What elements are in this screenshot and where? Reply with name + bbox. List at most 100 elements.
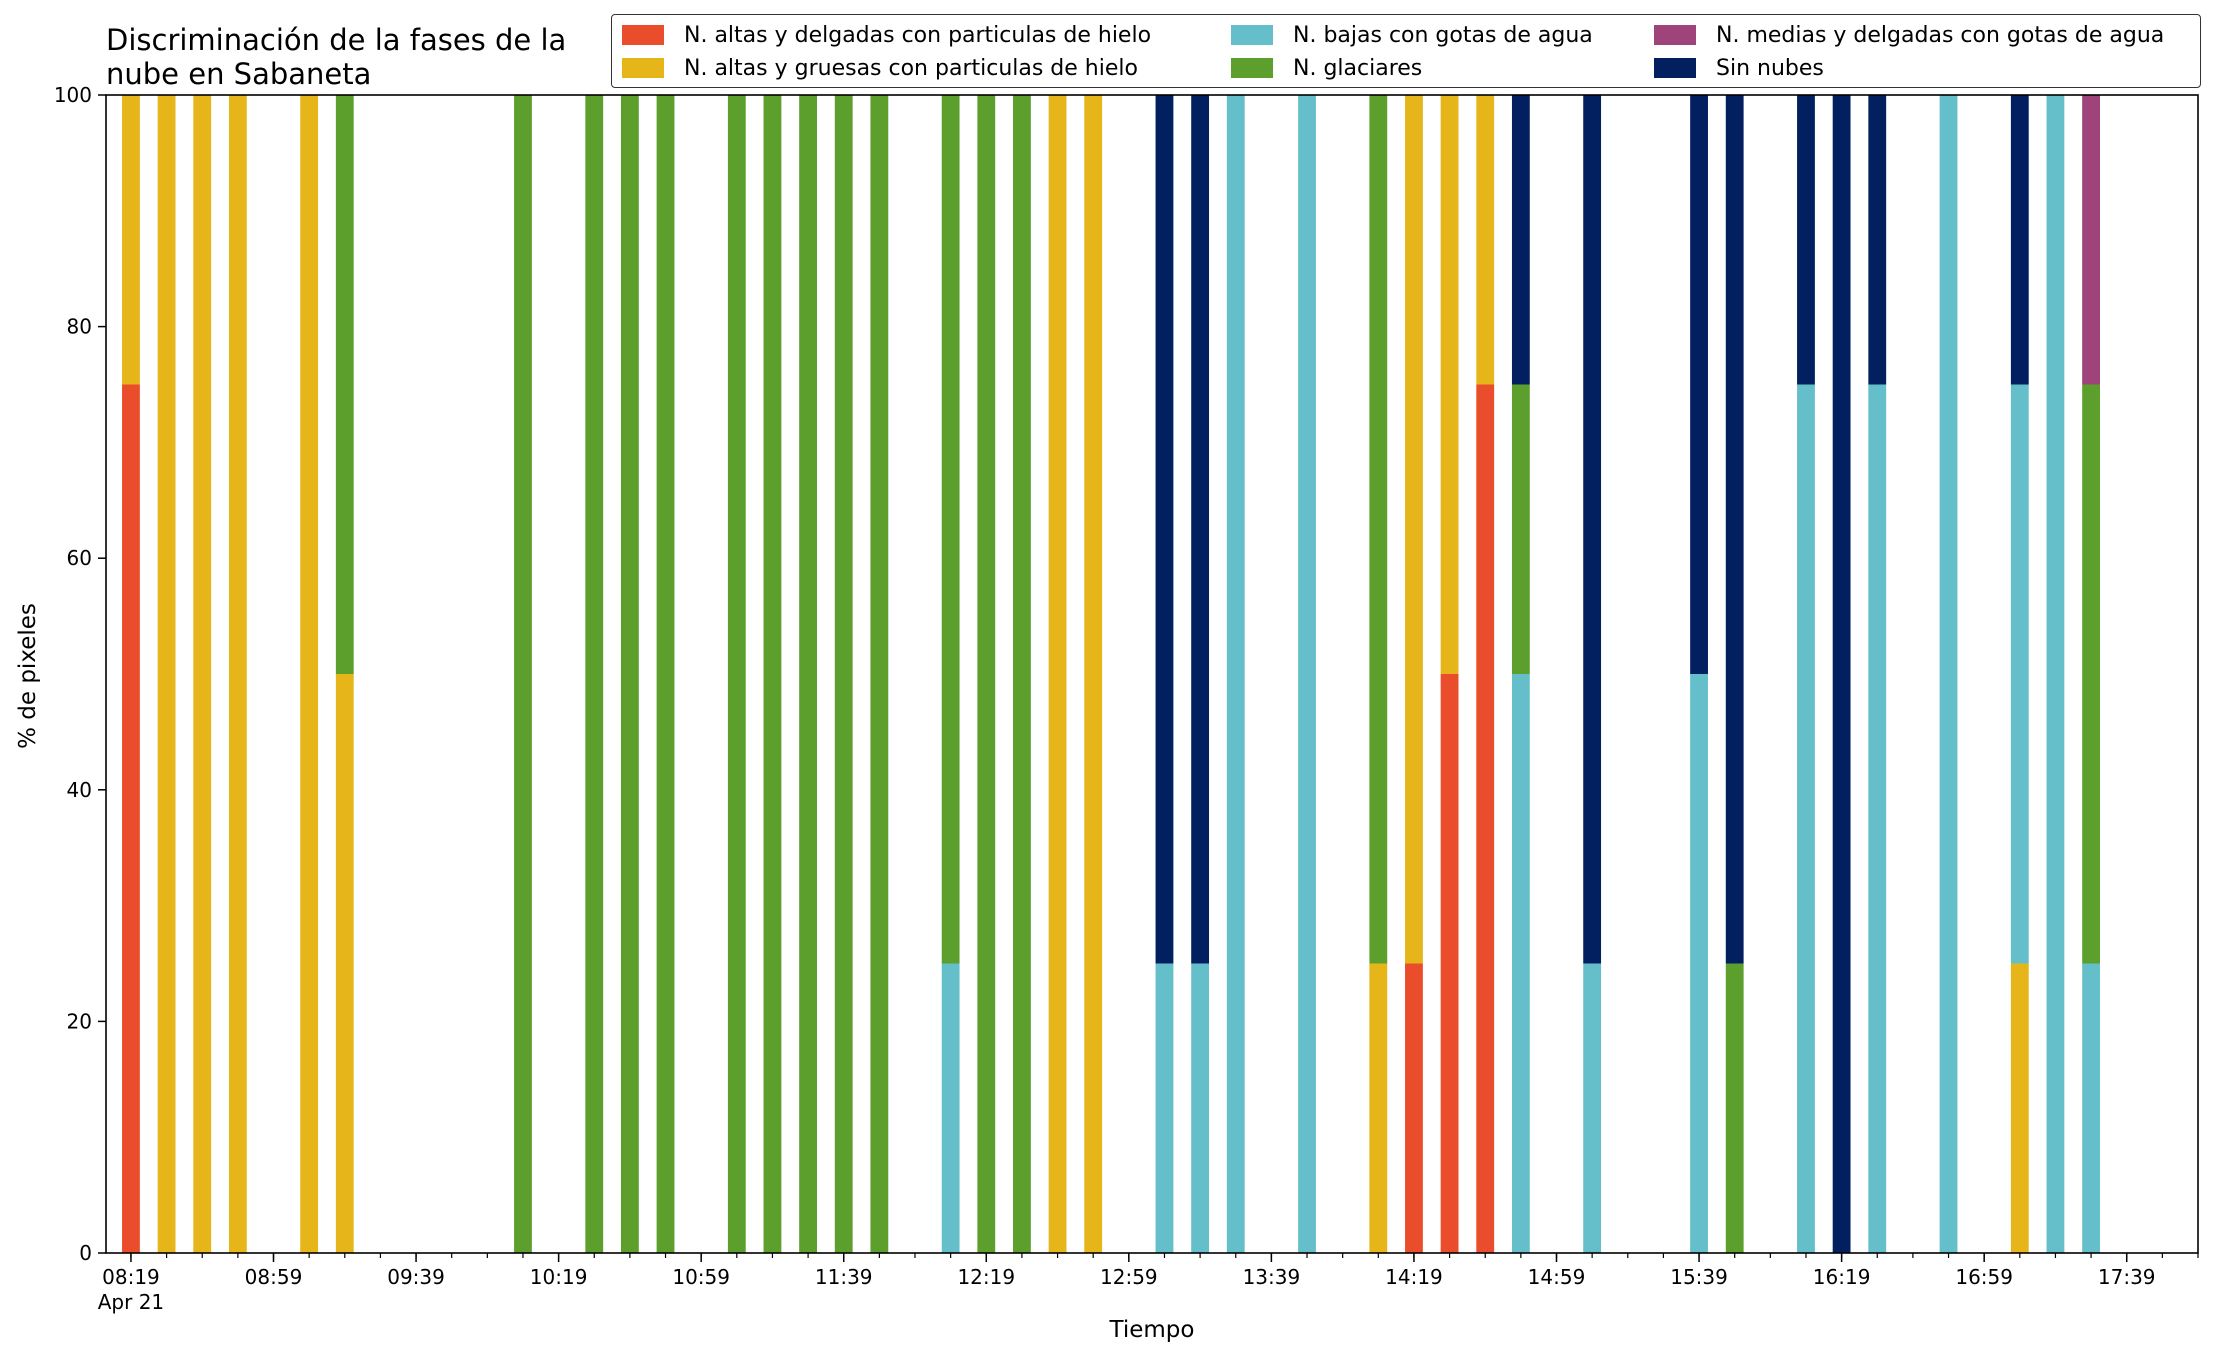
- bar-segment-n-bajas-con-gotas-de-agua-1649: [1939, 95, 1958, 1253]
- x-tick-label: 08:59: [245, 1265, 303, 1289]
- bar-segment-sin-nubes-1319: [1191, 95, 1210, 964]
- bar-segment-n-altas-y-gruesas-con-particulas-de-hielo-0919: [335, 674, 354, 1253]
- bar-segment-n-glaciares-1049: [656, 95, 675, 1253]
- legend-label: N. bajas con gotas de agua: [1293, 22, 1593, 48]
- bars-layer: [122, 95, 2100, 1253]
- bar-segment-n-altas-y-gruesas-con-particulas-de-hielo-1439: [1476, 95, 1495, 385]
- bar-segment-n-glaciares-1029: [585, 95, 604, 1253]
- bar-segment-n-glaciares-1729: [2082, 384, 2100, 964]
- x-tick-label: 13:39: [1243, 1265, 1301, 1289]
- x-tick-label: 09:39: [387, 1265, 445, 1289]
- bar-segment-n-bajas-con-gotas-de-agua-1209: [941, 963, 960, 1253]
- bar-segment-n-glaciares-1149: [870, 95, 889, 1253]
- x-tick-label: 14:59: [1528, 1265, 1586, 1289]
- plot-frame: [105, 94, 2199, 1254]
- legend-label: N. altas y delgadas con particulas de hi…: [684, 22, 1152, 48]
- bar-segment-sin-nubes-1309: [1155, 95, 1174, 964]
- bar-segment-n-bajas-con-gotas-de-agua-1719: [2046, 95, 2065, 1253]
- bar-segment-n-bajas-con-gotas-de-agua-1319: [1191, 963, 1210, 1253]
- bar-segment-n-bajas-con-gotas-de-agua-1449: [1511, 674, 1530, 1253]
- bar-segment-n-glaciares-1119: [763, 95, 782, 1253]
- bar-segment-n-bajas-con-gotas-de-agua-1729: [2082, 963, 2100, 1253]
- bar-segment-sin-nubes-1619: [1832, 95, 1851, 1253]
- bar-segment-n-bajas-con-gotas-de-agua-1709: [2010, 384, 2029, 964]
- bar-segment-n-altas-y-delgadas-con-particulas-de-hielo-1439: [1476, 384, 1495, 1253]
- x-tick-label: 16:19: [1813, 1265, 1871, 1289]
- x-tick-label: 14:19: [1385, 1265, 1443, 1289]
- bar-segment-n-altas-y-delgadas-con-particulas-de-hielo-0819: [122, 384, 140, 1253]
- bar-segment-n-bajas-con-gotas-de-agua-1349: [1298, 95, 1316, 1253]
- bar-segment-n-glaciares-1549: [1725, 963, 1744, 1253]
- bar-segment-n-glaciares-1139: [834, 95, 853, 1253]
- bar-segment-n-glaciares-1129: [799, 95, 817, 1253]
- chart-legend: N. altas y delgadas con particulas de hi…: [611, 14, 2201, 88]
- bar-segment-n-altas-y-gruesas-con-particulas-de-hielo-1709: [2010, 963, 2029, 1253]
- bar-segment-n-altas-y-delgadas-con-particulas-de-hielo-1429: [1440, 674, 1459, 1253]
- bar-segment-n-glaciares-1229: [1013, 95, 1031, 1253]
- x-tick-label: 12:19: [957, 1265, 1015, 1289]
- bar-segment-n-altas-y-gruesas-con-particulas-de-hielo-0849: [228, 95, 247, 1253]
- legend-item-medias-delgadas: N. medias y delgadas con gotas de agua: [1654, 20, 2164, 50]
- y-tick-label: 40: [67, 778, 92, 802]
- bar-segment-n-glaciares-1409: [1369, 95, 1388, 964]
- legend-label: N. glaciares: [1293, 55, 1423, 81]
- x-tick-label: 08:19: [102, 1265, 160, 1289]
- bar-segment-sin-nubes-1629: [1868, 95, 1887, 385]
- bar-segment-n-bajas-con-gotas-de-agua-1629: [1868, 384, 1887, 1253]
- bar-segment-n-bajas-con-gotas-de-agua-1609: [1797, 384, 1815, 1253]
- bar-segment-n-glaciares-1219: [977, 95, 996, 1253]
- y-tick-label: 20: [67, 1009, 92, 1033]
- legend-label: N. medias y delgadas con gotas de agua: [1716, 22, 2165, 48]
- legend-swatch-glaciares: [1231, 58, 1273, 78]
- bar-segment-n-altas-y-gruesas-con-particulas-de-hielo-0829: [157, 95, 176, 1253]
- bar-segment-n-glaciares-1449: [1511, 384, 1530, 674]
- legend-label: Sin nubes: [1716, 55, 1824, 81]
- legend-item-altas-gruesas: N. altas y gruesas con particulas de hie…: [622, 53, 1138, 83]
- bar-segment-n-altas-y-gruesas-con-particulas-de-hielo-0909: [300, 95, 319, 1253]
- bar-segment-sin-nubes-1549: [1725, 95, 1744, 964]
- bar-segment-sin-nubes-1509: [1583, 95, 1602, 964]
- x-tick-label: 16:59: [1955, 1265, 2013, 1289]
- bar-segment-n-glaciares-1109: [727, 95, 746, 1253]
- legend-item-glaciares: N. glaciares: [1231, 53, 1422, 83]
- bar-segment-n-medias-y-delgadas-con-gotas-de-agua-1729: [2082, 95, 2100, 385]
- bar-segment-n-glaciares-1009: [514, 95, 532, 1253]
- y-tick-label: 100: [54, 83, 92, 107]
- legend-swatch-altas-delgadas: [622, 25, 664, 45]
- bar-segment-sin-nubes-1609: [1797, 95, 1815, 385]
- bar-segment-sin-nubes-1449: [1511, 95, 1530, 385]
- bar-segment-n-glaciares-0919: [335, 95, 354, 674]
- bar-segment-n-bajas-con-gotas-de-agua-1329: [1226, 95, 1245, 1253]
- bar-segment-n-altas-y-delgadas-con-particulas-de-hielo-1419: [1405, 963, 1423, 1253]
- chart-title-line-2: nube en Sabaneta: [106, 57, 371, 91]
- legend-swatch-medias-delgadas: [1654, 25, 1696, 45]
- y-axis-label: % de pixeles: [15, 603, 41, 749]
- bar-segment-n-bajas-con-gotas-de-agua-1309: [1155, 963, 1174, 1253]
- x-tick-label: 17:39: [2098, 1265, 2156, 1289]
- chart-title-line-1: Discriminación de la fases de la: [106, 23, 566, 57]
- bar-segment-n-altas-y-gruesas-con-particulas-de-hielo-1409: [1369, 963, 1388, 1253]
- bar-segment-n-bajas-con-gotas-de-agua-1509: [1583, 963, 1602, 1253]
- y-tick-label: 0: [79, 1241, 92, 1265]
- x-tick-label: 10:19: [530, 1265, 588, 1289]
- y-tick-label: 60: [67, 546, 92, 570]
- bar-segment-n-glaciares-1039: [620, 95, 639, 1253]
- x-axis-label: Tiempo: [1109, 1317, 1195, 1343]
- bar-segment-n-glaciares-1209: [941, 95, 960, 964]
- bar-segment-n-altas-y-gruesas-con-particulas-de-hielo-1249: [1084, 95, 1103, 1253]
- bar-segment-n-bajas-con-gotas-de-agua-1539: [1690, 674, 1708, 1253]
- legend-item-altas-delgadas: N. altas y delgadas con particulas de hi…: [622, 20, 1151, 50]
- bar-segment-n-altas-y-gruesas-con-particulas-de-hielo-1429: [1440, 95, 1459, 674]
- bar-segment-sin-nubes-1709: [2010, 95, 2029, 385]
- x-tick-label: 11:39: [815, 1265, 873, 1289]
- bar-segment-sin-nubes-1539: [1690, 95, 1708, 674]
- legend-item-bajas: N. bajas con gotas de agua: [1231, 20, 1593, 50]
- legend-label: N. altas y gruesas con particulas de hie…: [684, 55, 1138, 81]
- legend-item-sin-nubes: Sin nubes: [1654, 53, 1824, 83]
- x-tick-label: 10:59: [672, 1265, 730, 1289]
- x-tick-label: 15:39: [1670, 1265, 1728, 1289]
- legend-swatch-bajas: [1231, 25, 1273, 45]
- legend-swatch-sin-nubes: [1654, 58, 1696, 78]
